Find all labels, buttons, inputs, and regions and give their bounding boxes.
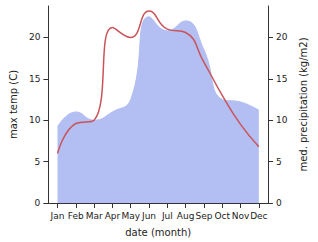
- svg-text:Feb: Feb: [68, 211, 84, 221]
- svg-text:max temp (C): max temp (C): [8, 70, 19, 139]
- svg-text:Oct: Oct: [214, 211, 230, 221]
- svg-text:Dec: Dec: [250, 211, 267, 221]
- svg-text:med. precipitation (kg/m2): med. precipitation (kg/m2): [298, 37, 309, 171]
- svg-text:Jun: Jun: [141, 211, 156, 221]
- svg-text:0: 0: [35, 198, 41, 208]
- svg-text:15: 15: [29, 74, 40, 84]
- svg-text:date (month): date (month): [125, 227, 191, 238]
- svg-text:Apr: Apr: [105, 211, 121, 221]
- svg-text:5: 5: [35, 157, 41, 167]
- svg-text:20: 20: [276, 32, 288, 42]
- svg-text:15: 15: [276, 74, 287, 84]
- svg-text:Jan: Jan: [50, 211, 65, 221]
- svg-text:20: 20: [29, 32, 41, 42]
- svg-text:5: 5: [276, 157, 282, 167]
- svg-text:10: 10: [29, 115, 41, 125]
- svg-text:Jul: Jul: [161, 211, 173, 221]
- svg-text:Nov: Nov: [232, 211, 250, 221]
- svg-text:Mar: Mar: [86, 211, 103, 221]
- svg-text:10: 10: [276, 115, 288, 125]
- svg-text:Aug: Aug: [177, 211, 195, 221]
- svg-text:May: May: [121, 211, 140, 221]
- svg-text:0: 0: [276, 198, 282, 208]
- svg-text:Sep: Sep: [195, 211, 212, 221]
